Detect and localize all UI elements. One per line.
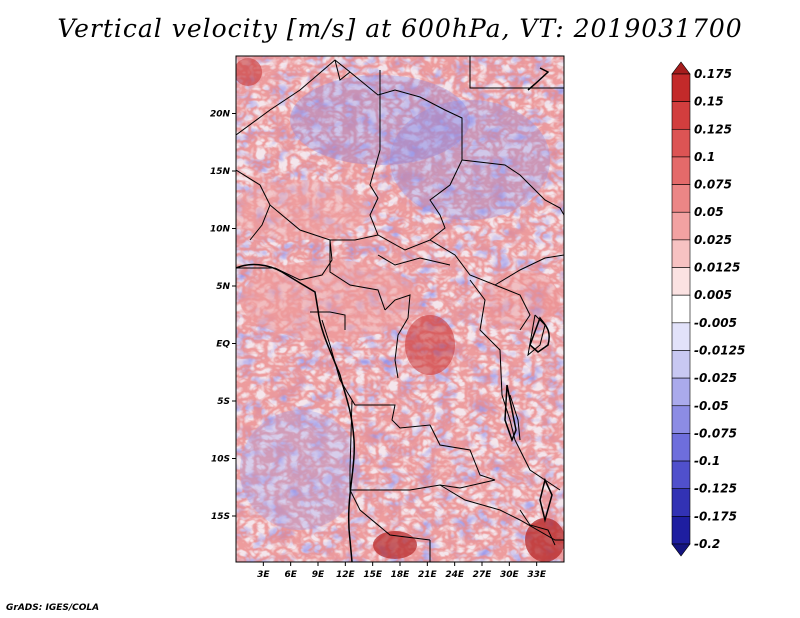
colorbar-band xyxy=(671,101,691,130)
velocity-field xyxy=(236,56,564,562)
colorbar-label: -0.1 xyxy=(694,454,720,468)
colorbar-band xyxy=(671,488,691,517)
colorbar-max-triangle xyxy=(671,61,691,75)
lon-tick-label: 21E xyxy=(418,570,438,580)
colorbar-label: -0.175 xyxy=(694,509,737,523)
lon-tick-label: 33E xyxy=(527,570,547,580)
colorbar-band xyxy=(671,350,691,379)
colorbar-label: 0.175 xyxy=(694,67,732,81)
colorbar-label: 0.15 xyxy=(694,95,724,109)
lat-tick-label: EQ xyxy=(216,340,230,350)
lat-tick-label: 10N xyxy=(210,225,231,235)
colorbar-band xyxy=(671,267,691,296)
lat-tick-label: 20N xyxy=(210,110,231,120)
colorbar-label: 0.005 xyxy=(694,288,732,302)
colorbar-min-triangle xyxy=(671,543,691,557)
lat-tick-label: 10S xyxy=(211,455,230,465)
lon-tick-label: 3E xyxy=(257,570,270,580)
colorbar-band xyxy=(671,516,691,545)
colorbar: 0.175 0.15 0.125 0.1 0.075 0.05 0.025 0.0125 0.0… xyxy=(671,61,745,557)
map-panel: 20N 15N 10N 5N EQ 5S 10S 15S 3E 6E 9E 12E 15E 18E 21E… xyxy=(210,55,565,580)
colorbar-label: -0.05 xyxy=(694,399,729,413)
colorbar-label: 0.025 xyxy=(694,233,732,247)
colorbar-band xyxy=(671,128,691,158)
lon-tick-label: 15E xyxy=(363,570,383,580)
colorbar-label: -0.005 xyxy=(694,316,737,330)
lat-tick-label: 15S xyxy=(211,512,230,522)
colorbar-band xyxy=(671,377,691,407)
colorbar-band xyxy=(671,156,691,185)
colorbar-label: -0.075 xyxy=(694,426,737,440)
colorbar-band xyxy=(671,322,691,351)
lon-tick-label: 12E xyxy=(336,570,356,580)
colorbar-label: 0.1 xyxy=(694,150,715,164)
lon-tick-label: 18E xyxy=(391,570,411,580)
colorbar-band xyxy=(671,73,691,102)
colorbar-label: 0.075 xyxy=(694,178,732,192)
colorbar-band xyxy=(671,460,691,490)
lat-tick-label: 5N xyxy=(216,282,230,292)
lon-tick-label: 6E xyxy=(284,570,297,580)
colorbar-band xyxy=(671,405,691,434)
colorbar-band xyxy=(671,184,691,213)
colorbar-label: 0.05 xyxy=(694,205,724,219)
lon-tick-label: 30E xyxy=(500,570,520,580)
lon-tick-label: 24E xyxy=(445,570,465,580)
colorbar-label: -0.0125 xyxy=(694,343,745,357)
grads-credit: GrADS: IGES/COLA xyxy=(6,603,100,613)
colorbar-band xyxy=(671,239,691,268)
colorbar-band xyxy=(671,211,691,241)
lon-tick-label: 27E xyxy=(473,570,493,580)
chart-title: Vertical velocity [m/s] at 600hPa, VT: 2… xyxy=(57,14,743,43)
colorbar-band xyxy=(671,433,691,462)
colorbar-band xyxy=(671,294,691,324)
lon-tick-label: 9E xyxy=(312,570,325,580)
longitude-axis: 3E 6E 9E 12E 15E 18E 21E 24E 27E 30E 33E xyxy=(257,562,547,580)
colorbar-label: -0.125 xyxy=(694,482,737,496)
colorbar-label: 0.0125 xyxy=(694,261,740,275)
colorbar-label: 0.125 xyxy=(694,122,732,136)
coastlines-lakes xyxy=(236,67,553,562)
country-boundaries xyxy=(236,56,564,562)
colorbar-label: -0.025 xyxy=(694,371,737,385)
lat-tick-label: 15N xyxy=(210,167,231,177)
lat-tick-label: 5S xyxy=(217,397,230,407)
latitude-axis: 20N 15N 10N 5N EQ 5S 10S 15S xyxy=(210,110,236,522)
colorbar-label: -0.2 xyxy=(694,537,720,551)
